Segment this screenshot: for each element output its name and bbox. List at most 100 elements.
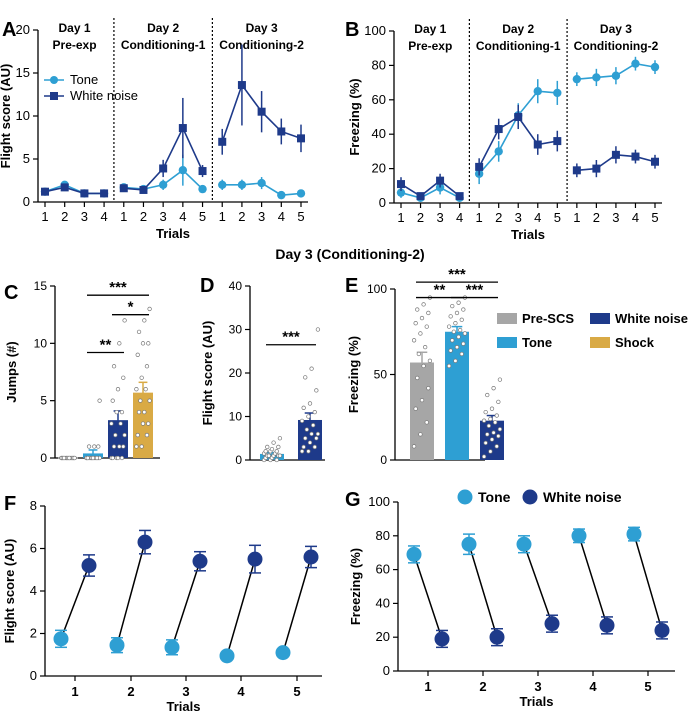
data-point xyxy=(514,113,523,121)
x-tick-label: 2 xyxy=(238,209,245,224)
data-point xyxy=(80,189,89,198)
panel-letter-g: G xyxy=(345,489,361,511)
individual-point xyxy=(306,449,311,454)
individual-point xyxy=(485,392,490,398)
day3-heading: Day 3 (Conditioning-2) xyxy=(275,246,424,262)
legend-label: White noise xyxy=(543,489,622,505)
data-point xyxy=(219,648,235,664)
data-point xyxy=(164,639,180,655)
individual-point xyxy=(110,455,115,461)
y-tick-label: 0 xyxy=(23,194,30,209)
phase-subtitle: Pre-exp xyxy=(408,39,452,53)
bar-pre-scs xyxy=(410,362,434,460)
individual-point xyxy=(277,453,283,458)
individual-point xyxy=(142,318,147,323)
individual-point xyxy=(303,375,308,380)
individual-point xyxy=(304,427,309,432)
x-axis-label: Trials xyxy=(167,699,201,713)
individual-point xyxy=(312,444,317,450)
x-tick-label: 1 xyxy=(120,209,127,224)
individual-point xyxy=(299,418,305,424)
y-tick-label: 6 xyxy=(30,541,37,556)
individual-point xyxy=(448,348,453,353)
data-point xyxy=(218,137,227,146)
significance-label: ** xyxy=(100,337,112,354)
individual-point xyxy=(497,377,503,382)
individual-point xyxy=(481,454,487,459)
individual-point xyxy=(266,453,271,458)
individual-point xyxy=(450,338,455,343)
y-tick-label: 100 xyxy=(368,494,390,509)
legend-swatch xyxy=(590,337,610,348)
panel-letter-f: F xyxy=(4,493,16,515)
individual-point xyxy=(451,329,456,334)
y-tick-label: 100 xyxy=(367,282,387,296)
data-point xyxy=(611,71,621,80)
phase-title: Day 1 xyxy=(59,21,91,35)
individual-point xyxy=(276,444,281,450)
significance-label: *** xyxy=(448,266,466,283)
individual-point xyxy=(122,432,127,438)
x-tick-label: 5 xyxy=(651,210,658,225)
individual-point xyxy=(299,449,305,454)
individual-point xyxy=(496,433,501,439)
individual-point xyxy=(416,351,421,357)
individual-point xyxy=(147,306,152,312)
individual-point xyxy=(426,310,431,316)
data-point xyxy=(275,645,291,661)
individual-point xyxy=(411,444,417,449)
y-tick-label: 15 xyxy=(16,65,30,80)
panel-f: F 0 2 4 6 8 Flight score (AU) 1 2 3 4 5 Trials xyxy=(2,493,322,713)
x-tick-label: 3 xyxy=(182,684,189,699)
individual-point xyxy=(61,455,67,461)
individual-point xyxy=(461,307,466,312)
individual-point xyxy=(117,444,122,449)
data-point xyxy=(277,127,286,136)
data-point xyxy=(119,184,128,193)
series-line xyxy=(400,186,460,199)
individual-point xyxy=(306,414,311,419)
panel-letter-d: D xyxy=(200,275,214,297)
individual-point xyxy=(110,398,115,403)
x-tick-label: 3 xyxy=(515,210,522,225)
legend-label: Tone xyxy=(522,335,552,350)
individual-point xyxy=(109,421,114,426)
data-point xyxy=(592,164,601,173)
individual-point xyxy=(307,401,313,406)
x-tick-label: 1 xyxy=(397,210,404,225)
individual-point xyxy=(309,431,314,437)
individual-point xyxy=(462,331,468,336)
individual-point xyxy=(488,449,493,454)
x-tick-label: 4 xyxy=(237,684,245,699)
x-tick-label: 2 xyxy=(495,210,502,225)
y-tick-label: 2 xyxy=(30,626,37,641)
individual-point xyxy=(111,364,117,369)
phase-title: Day 2 xyxy=(502,22,534,36)
data-point xyxy=(192,553,208,569)
individual-point xyxy=(86,444,92,449)
phase-subtitle: Conditioning-2 xyxy=(574,39,659,53)
individual-point xyxy=(274,449,279,454)
data-point xyxy=(247,551,263,567)
x-tick-label: 1 xyxy=(219,209,226,224)
individual-point xyxy=(263,449,268,454)
individual-point xyxy=(122,318,127,323)
individual-point xyxy=(142,409,147,415)
individual-point xyxy=(274,457,279,463)
individual-point xyxy=(493,420,498,425)
significance-label: *** xyxy=(109,279,127,296)
individual-point xyxy=(309,366,314,371)
individual-point xyxy=(489,406,495,411)
phase-title: Day 2 xyxy=(147,21,179,35)
y-tick-label: 5 xyxy=(40,394,47,408)
y-tick-label: 0 xyxy=(383,663,390,678)
data-point xyxy=(553,137,562,146)
x-tick-label: 4 xyxy=(456,210,463,225)
y-tick-label: 15 xyxy=(34,279,48,293)
individual-point xyxy=(418,331,423,336)
y-tick-label: 40 xyxy=(229,279,243,293)
panel-letter-b: B xyxy=(345,19,359,41)
legend-label: Tone xyxy=(70,72,98,87)
